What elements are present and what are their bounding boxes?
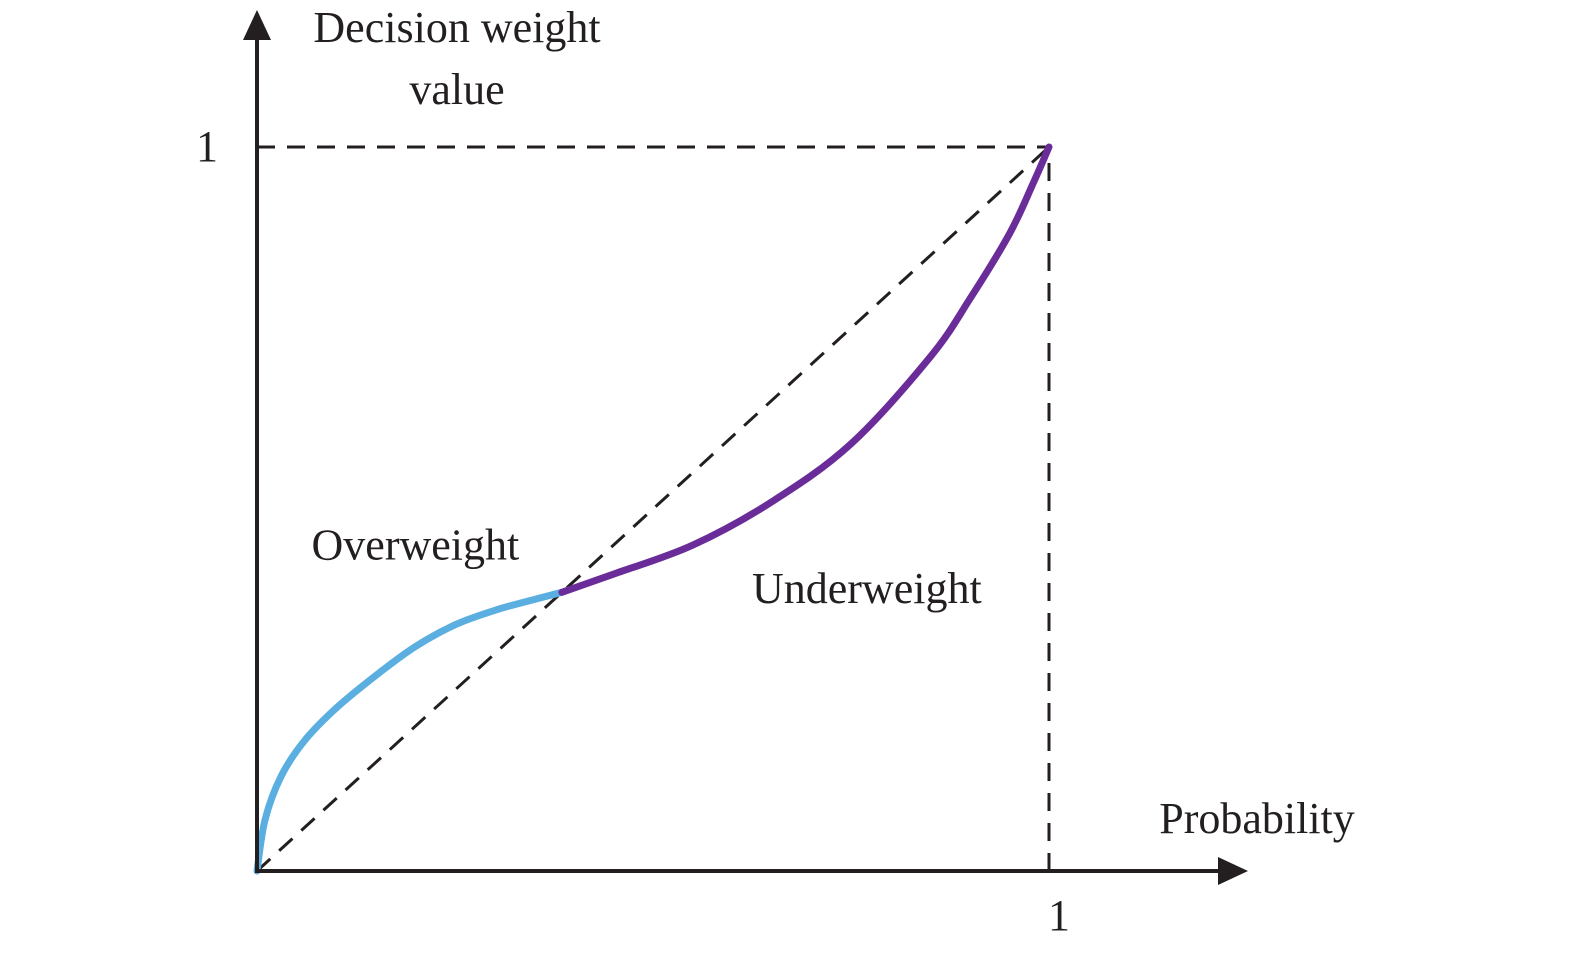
overweight-label: Overweight xyxy=(312,521,520,570)
x-tick-label: 1 xyxy=(1048,891,1070,940)
y-axis-label-line-2: value xyxy=(409,65,504,114)
underweight-label: Underweight xyxy=(752,564,982,613)
underweight-curve xyxy=(558,143,1053,596)
y-tick-label: 1 xyxy=(196,122,218,171)
overweight-curve xyxy=(253,588,566,875)
annotation-layer: Overweight Underweight xyxy=(312,521,982,613)
axes xyxy=(243,10,1248,885)
diagonal-reference-line xyxy=(255,145,1051,873)
x-axis-label: Probability xyxy=(1159,794,1355,843)
y-axis-arrow xyxy=(243,10,271,40)
x-axis-arrow xyxy=(1218,857,1248,885)
reference-lines xyxy=(255,145,1051,873)
y-axis-label-line-1: Decision weight xyxy=(313,3,600,52)
series-layer xyxy=(253,143,1053,875)
labels: Decision weight value Probability 1 1 xyxy=(196,3,1355,940)
